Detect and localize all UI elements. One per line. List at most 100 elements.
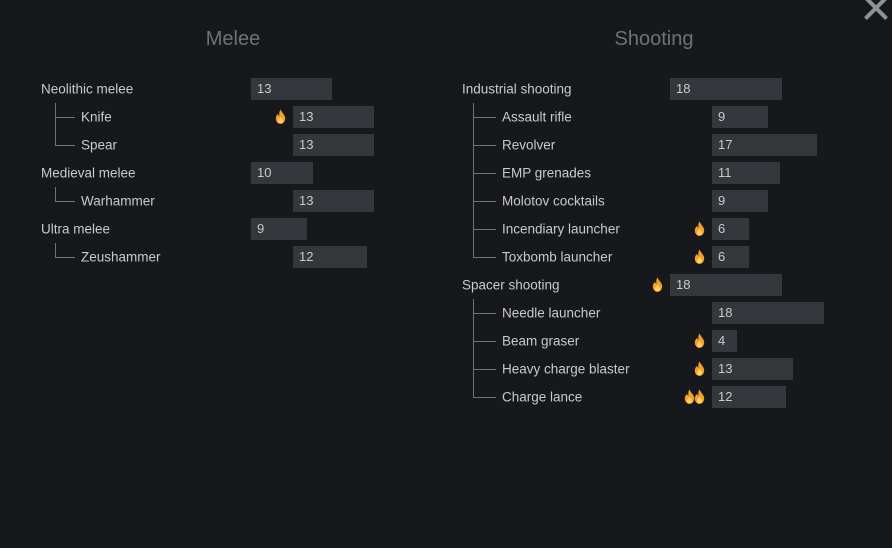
skill-row[interactable]: Molotov cocktails 9 — [0, 187, 892, 215]
skill-label: EMP grenades — [502, 165, 592, 181]
skill-label: Incendiary launcher — [502, 221, 620, 237]
skill-value: 9 — [718, 109, 726, 124]
skill-row[interactable]: EMP grenades 11 — [0, 159, 892, 187]
skill-value-bar: 9 — [712, 106, 768, 128]
tree-connector-horizontal — [55, 256, 75, 258]
skill-value-bar: 18 — [712, 302, 824, 324]
flame-icon — [694, 221, 705, 236]
skill-row[interactable]: Charge lance 12 — [0, 383, 892, 411]
skill-row[interactable]: Warhammer 13 — [0, 187, 892, 215]
close-button[interactable] — [861, 0, 891, 23]
skill-value: 6 — [718, 221, 726, 236]
skill-value-bar: 13 — [293, 190, 374, 212]
flame-icon — [652, 277, 663, 292]
skill-label: Heavy charge blaster — [502, 361, 630, 377]
tree-connector-vertical — [473, 383, 474, 397]
skill-value: 13 — [299, 193, 314, 208]
tree-connector-horizontal — [55, 144, 75, 146]
flame-icon — [694, 249, 705, 264]
tree-connector-horizontal — [473, 396, 496, 398]
skill-value-bar: 17 — [712, 134, 817, 156]
skill-value-bar: 18 — [670, 78, 782, 100]
skill-label: Zeushammer — [81, 249, 161, 265]
skill-label: Warhammer — [81, 193, 155, 209]
skill-label: Revolver — [502, 137, 556, 153]
flame-icons — [694, 249, 706, 265]
tree-connector-vertical — [55, 243, 56, 257]
tree-connector-vertical — [55, 131, 56, 145]
skill-value: 12 — [299, 249, 314, 264]
tree-connector-horizontal — [473, 200, 496, 202]
skill-label: Spear — [81, 137, 118, 153]
skill-row[interactable]: Toxbomb launcher 6 — [0, 243, 892, 271]
skill-value-bar: 9 — [712, 190, 768, 212]
skill-label: Ultra melee — [41, 221, 111, 237]
skill-label: Neolithic melee — [41, 81, 134, 97]
flame-icon — [684, 389, 695, 404]
skill-row[interactable]: Spacer shooting 18 — [0, 271, 892, 299]
skill-label: Charge lance — [502, 389, 583, 405]
skill-value-bar: 6 — [712, 218, 749, 240]
tree-connector-horizontal — [473, 144, 496, 146]
tree-connector-vertical — [473, 243, 474, 257]
skill-value: 13 — [718, 361, 733, 376]
skill-value-bar: 4 — [712, 330, 737, 352]
skill-value: 18 — [676, 81, 691, 96]
tree-connector-horizontal — [473, 116, 496, 118]
flame-icon — [694, 389, 705, 404]
skill-label: Knife — [81, 109, 112, 125]
skill-row[interactable]: Medieval melee 10 — [0, 159, 892, 187]
skill-label: Beam graser — [502, 333, 580, 349]
tree-connector-horizontal — [473, 340, 496, 342]
column-title-shooting: Shooting — [614, 28, 694, 50]
skill-value: 11 — [718, 165, 732, 180]
skill-value-bar: 11 — [712, 162, 780, 184]
skill-label: Spacer shooting — [462, 277, 560, 293]
skill-value: 12 — [718, 389, 733, 404]
skill-row[interactable]: Revolver 17 — [0, 131, 892, 159]
skill-row[interactable]: Neolithic melee 13 — [0, 75, 892, 103]
skill-row[interactable]: Needle launcher 18 — [0, 299, 892, 327]
flame-icon — [275, 109, 286, 124]
tree-connector-horizontal — [55, 200, 75, 202]
skill-row[interactable]: Incendiary launcher 6 — [0, 215, 892, 243]
flame-icons — [694, 361, 706, 377]
skill-row[interactable]: Zeushammer 12 — [0, 243, 892, 271]
skill-row[interactable]: Spear 13 — [0, 131, 892, 159]
skill-value-bar: 13 — [251, 78, 332, 100]
skill-row[interactable]: Beam graser 4 — [0, 327, 892, 355]
skill-value: 17 — [718, 137, 733, 152]
skill-label: Molotov cocktails — [502, 193, 605, 209]
skill-label: Toxbomb launcher — [502, 249, 613, 265]
skill-value-bar: 13 — [293, 106, 374, 128]
skill-row[interactable]: Assault rifle 9 — [0, 103, 892, 131]
skill-row[interactable]: Knife 13 — [0, 103, 892, 131]
skill-row[interactable]: Ultra melee 9 — [0, 215, 892, 243]
skill-value-bar: 13 — [712, 358, 793, 380]
tree-connector-horizontal — [55, 116, 75, 118]
flame-icons — [694, 221, 706, 237]
skill-label: Industrial shooting — [462, 81, 572, 97]
skill-value-bar: 18 — [670, 274, 782, 296]
skill-value: 6 — [718, 249, 726, 264]
skill-value: 9 — [257, 221, 265, 236]
skill-value: 13 — [257, 81, 272, 96]
skill-label: Assault rifle — [502, 109, 572, 125]
flame-icons — [652, 277, 664, 293]
skill-value: 13 — [299, 137, 314, 152]
skill-row[interactable]: Heavy charge blaster 13 — [0, 355, 892, 383]
skill-value-bar: 10 — [251, 162, 313, 184]
skill-value: 4 — [718, 333, 726, 348]
tree-connector-horizontal — [473, 228, 496, 230]
skill-row[interactable]: Industrial shooting 18 — [0, 75, 892, 103]
flame-icon — [694, 361, 705, 376]
tree-connector-horizontal — [473, 368, 496, 370]
skill-value-bar: 13 — [293, 134, 374, 156]
skill-value-bar: 9 — [251, 218, 307, 240]
skill-value: 9 — [718, 193, 726, 208]
flame-icons — [694, 333, 706, 349]
